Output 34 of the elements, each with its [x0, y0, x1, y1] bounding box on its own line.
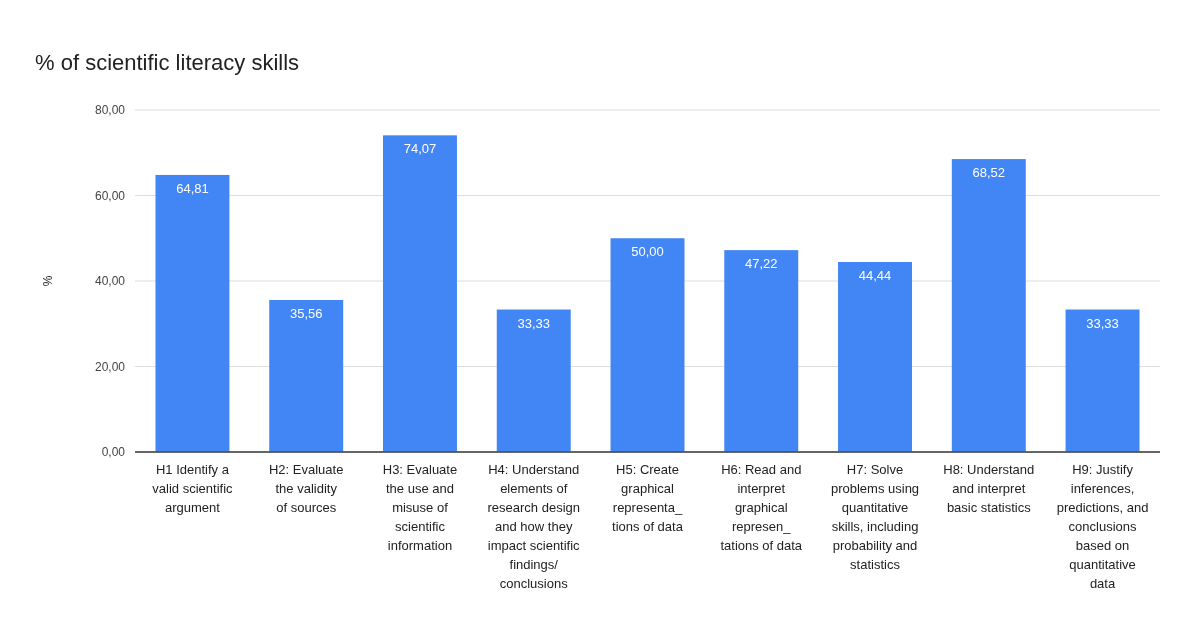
data-label: 33,33	[1086, 315, 1119, 331]
bar	[610, 238, 685, 452]
data-label: 44,44	[858, 268, 892, 284]
bar	[496, 309, 571, 452]
y-axis-title: %	[41, 275, 55, 287]
y-tick-label: 80,00	[94, 103, 126, 117]
data-label: 47,22	[744, 256, 778, 272]
data-label: 50,00	[631, 244, 664, 260]
data-label: 68,52	[972, 165, 1006, 181]
bar	[838, 262, 912, 452]
x-tick-label: H6: Read and interpret graphical represen_ tations of data	[720, 462, 803, 553]
x-tick-label: H7: Solve problems using quantitative skills, including probability and statistics	[830, 462, 920, 572]
y-tick-label: 0,00	[101, 445, 126, 459]
y-tick-label: 60,00	[94, 188, 126, 203]
bar	[269, 299, 344, 452]
data-label: 35,56	[289, 305, 323, 321]
y-tick-label: 20,00	[94, 359, 126, 374]
y-tick-label: 40,00	[94, 274, 126, 288]
bar	[383, 135, 457, 452]
x-tick-label: H8: Understand and interpret basic statistics	[943, 462, 1035, 515]
data-label: 74,07	[403, 141, 437, 157]
data-label: 64,81	[176, 180, 209, 196]
x-tick-label: H4: Understand elements of research design and how they impact scientific findings/ conclusions	[487, 462, 581, 591]
x-tick-label: H1 Identify a valid scientific argument	[152, 462, 234, 515]
x-tick-label: H5: Create graphical representa_ tions of data	[612, 462, 684, 534]
bar	[724, 250, 799, 452]
bar	[1065, 309, 1140, 452]
x-tick-label: H3: Evaluate the use and misuse of scientific information	[382, 462, 458, 553]
x-tick-label: H9: Justify inferences, predictions, and conclusions based on quantitative data	[1056, 462, 1149, 591]
data-label: 33,33	[517, 315, 551, 331]
bar	[155, 174, 230, 452]
bar	[951, 159, 1026, 452]
x-tick-label: H2: Evaluate the validity of sources	[268, 462, 344, 515]
chart-title: % of scientific literacy skills	[35, 50, 300, 75]
